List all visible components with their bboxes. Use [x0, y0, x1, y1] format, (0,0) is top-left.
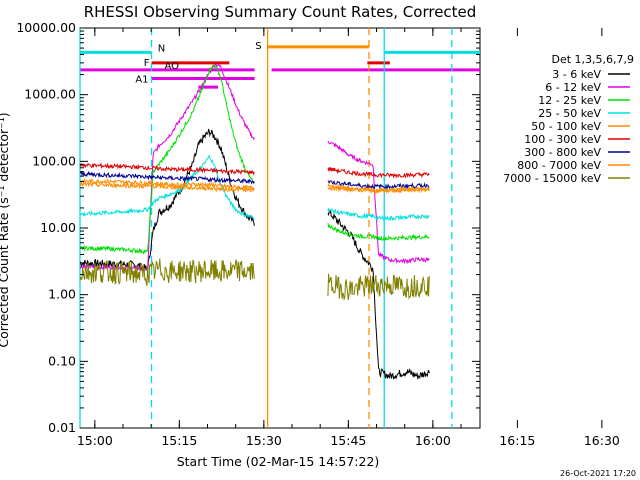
y-tick-label: 100.00 — [32, 153, 76, 168]
timestamp: 26-Oct-2021 17:20 — [560, 469, 636, 478]
x-tick-label: 15:00 — [77, 433, 113, 448]
legend-title: Det 1,3,5,6,7,9 — [551, 53, 634, 66]
x-tick-label: 16:00 — [415, 433, 451, 448]
series-line-8 — [79, 258, 255, 286]
series-line-4 — [79, 177, 255, 192]
series-line-7 — [79, 180, 255, 193]
legend-label: 100 - 300 keV — [524, 133, 601, 146]
x-tick-label: 15:45 — [330, 433, 366, 448]
x-tick-label: 15:15 — [161, 433, 197, 448]
series-line-0 — [79, 128, 255, 273]
chart-title: RHESSI Observing Summary Count Rates, Co… — [84, 3, 477, 21]
y-tick-label: 0.10 — [48, 353, 76, 368]
legend-label: 25 - 50 keV — [538, 107, 601, 120]
series-line-6 — [327, 180, 430, 190]
y-tick-label: 1000.00 — [24, 87, 76, 102]
y-tick-label: 1.00 — [48, 287, 76, 302]
legend-label: 6 - 12 keV — [545, 81, 601, 94]
x-tick-label: 15:30 — [246, 433, 282, 448]
series-line-5 — [327, 166, 430, 179]
flag-label: F — [144, 58, 150, 69]
series-line-5 — [79, 162, 255, 176]
series-line-3 — [327, 208, 430, 222]
legend-label: 50 - 100 keV — [531, 120, 601, 133]
x-tick-label: 16:30 — [584, 433, 620, 448]
flag-label: N — [158, 43, 165, 54]
x-axis-label: Start Time (02-Mar-15 14:57:22) — [177, 454, 380, 469]
legend-label: 3 - 6 keV — [552, 68, 601, 81]
series-line-3 — [79, 154, 255, 221]
series-line-1 — [327, 140, 430, 265]
legend-label: 12 - 25 keV — [538, 94, 601, 107]
legend-label: 300 - 800 keV — [524, 146, 601, 159]
series-line-0 — [327, 208, 430, 380]
x-tick-label: 16:15 — [499, 433, 535, 448]
y-tick-label: 10.00 — [40, 220, 76, 235]
series-line-8 — [327, 273, 430, 302]
y-axis-label: Corrected Count Rate (s⁻¹ detector⁻¹) — [0, 112, 11, 347]
legend-label: 7000 - 15000 keV — [503, 172, 601, 185]
flag-label: AO — [165, 61, 180, 72]
y-tick-label: 10000.00 — [16, 20, 76, 35]
series-line-1 — [79, 62, 255, 273]
flag-label: S — [255, 41, 261, 52]
series-line-6 — [79, 170, 255, 185]
legend-label: 800 - 7000 keV — [517, 159, 601, 172]
series-line-2 — [79, 64, 255, 255]
series-line-2 — [327, 223, 430, 241]
flag-label: A1 — [135, 74, 148, 85]
series-line-7 — [327, 182, 430, 194]
y-tick-label: 0.01 — [48, 420, 76, 435]
